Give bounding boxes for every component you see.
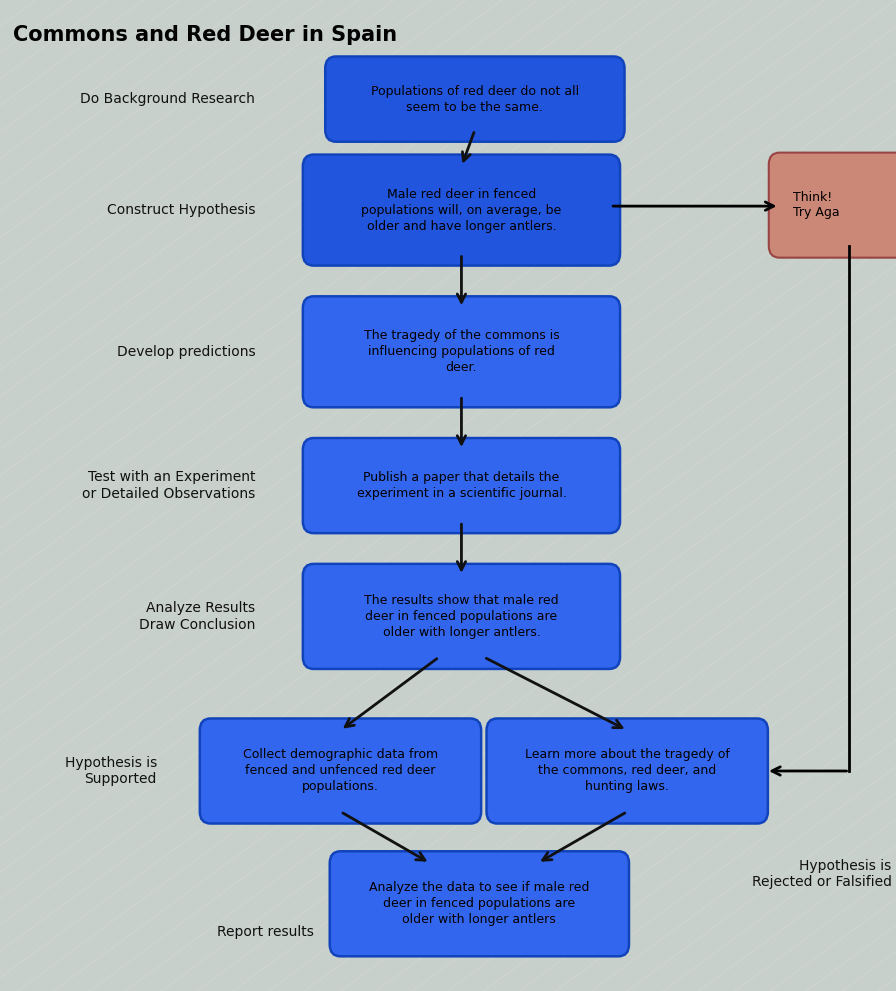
- FancyBboxPatch shape: [303, 564, 620, 669]
- FancyBboxPatch shape: [303, 438, 620, 533]
- Text: The tragedy of the commons is
influencing populations of red
deer.: The tragedy of the commons is influencin…: [364, 329, 559, 375]
- FancyBboxPatch shape: [303, 296, 620, 407]
- FancyBboxPatch shape: [303, 155, 620, 266]
- Text: Test with an Experiment
or Detailed Observations: Test with an Experiment or Detailed Obse…: [82, 471, 255, 500]
- Text: The results show that male red
deer in fenced populations are
older with longer : The results show that male red deer in f…: [364, 594, 559, 639]
- Text: Construct Hypothesis: Construct Hypothesis: [107, 203, 255, 217]
- Text: Populations of red deer do not all
seem to be the same.: Populations of red deer do not all seem …: [371, 84, 579, 114]
- Text: Commons and Red Deer in Spain: Commons and Red Deer in Spain: [13, 25, 398, 45]
- Text: Develop predictions: Develop predictions: [116, 345, 255, 359]
- Text: Think!
Try Aga: Think! Try Aga: [793, 191, 840, 219]
- Text: Hypothesis is
Rejected or Falsified: Hypothesis is Rejected or Falsified: [752, 859, 892, 889]
- Text: Report results: Report results: [217, 925, 314, 938]
- FancyBboxPatch shape: [330, 851, 629, 956]
- Text: Analyze the data to see if male red
deer in fenced populations are
older with lo: Analyze the data to see if male red deer…: [369, 881, 590, 927]
- Text: Analyze Results
Draw Conclusion: Analyze Results Draw Conclusion: [139, 602, 255, 631]
- FancyBboxPatch shape: [487, 718, 768, 824]
- FancyBboxPatch shape: [325, 56, 625, 142]
- Text: Do Background Research: Do Background Research: [81, 92, 255, 106]
- Text: Male red deer in fenced
populations will, on average, be
older and have longer a: Male red deer in fenced populations will…: [361, 187, 562, 233]
- Text: Collect demographic data from
fenced and unfenced red deer
populations.: Collect demographic data from fenced and…: [243, 748, 438, 794]
- FancyBboxPatch shape: [200, 718, 481, 824]
- FancyBboxPatch shape: [769, 153, 896, 258]
- Text: Hypothesis is
Supported: Hypothesis is Supported: [65, 756, 157, 786]
- Text: Learn more about the tragedy of
the commons, red deer, and
hunting laws.: Learn more about the tragedy of the comm…: [525, 748, 729, 794]
- Text: Publish a paper that details the
experiment in a scientific journal.: Publish a paper that details the experim…: [357, 471, 566, 500]
